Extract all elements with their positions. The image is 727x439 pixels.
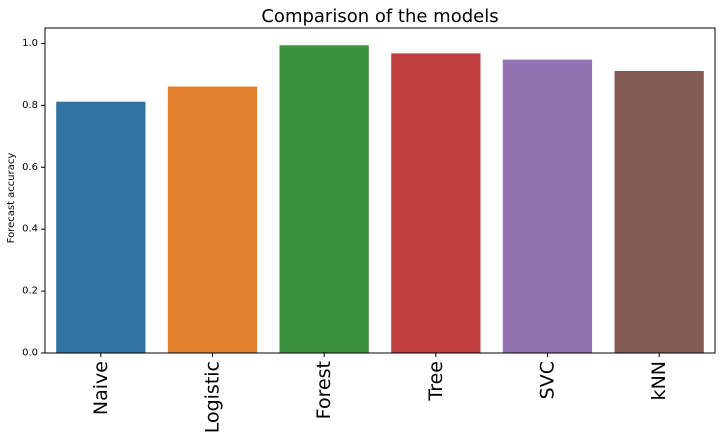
bar-knn [614,71,704,353]
y-tick-label: 0.6 [22,162,38,173]
y-tick-label: 1.0 [22,38,38,49]
plot-frame [44,27,716,354]
y-axis-ticks: 0.0 0.2 0.4 0.6 0.8 1.0 [22,38,45,359]
x-tick-label: kNN [648,361,670,400]
bar-tree [391,53,481,354]
bar-svc [502,59,593,353]
bar-logistic [167,86,258,353]
x-axis-ticks: Naive Logistic Forest Tree SVC kNN [90,353,670,433]
chart-title: Comparison of the models [261,6,498,27]
y-tick-label: 0.0 [22,348,38,359]
bar-naive [56,101,146,353]
x-tick-label: Tree [425,361,447,402]
bar-forest [279,45,369,354]
y-tick-label: 0.8 [22,100,38,111]
x-tick-label: SVC [537,361,559,399]
y-tick-label: 0.2 [22,286,38,297]
x-tick-label: Naive [90,361,112,415]
x-tick-label: Logistic [202,361,224,433]
y-tick-label: 0.4 [22,224,38,235]
y-axis-label: Forecast accuracy [6,153,17,244]
x-tick-label: Forest [313,361,335,419]
bars-layer [56,45,704,354]
